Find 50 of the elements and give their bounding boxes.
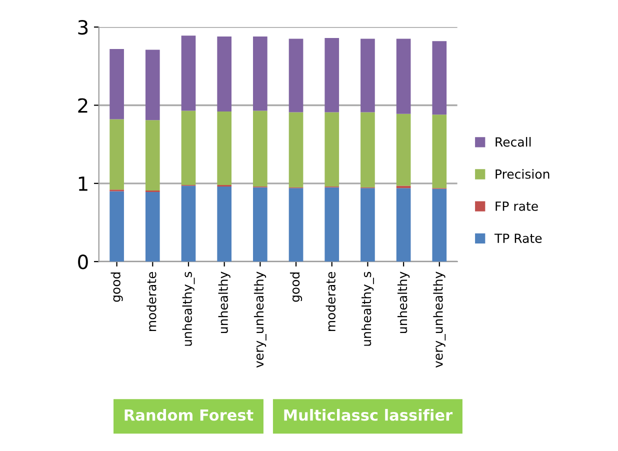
bar	[288, 188, 304, 262]
bar	[432, 188, 447, 262]
x-tick-label: very_unhealthy	[433, 272, 446, 368]
x-tick-label: unhealthy	[218, 272, 230, 334]
x-tick-label: good	[110, 272, 123, 302]
bar	[110, 119, 124, 190]
bar	[181, 36, 196, 111]
bar	[253, 187, 268, 262]
bar	[181, 186, 196, 262]
x-tick-label: moderate	[326, 272, 336, 332]
y-tick-label: 3	[78, 20, 88, 35]
bar	[324, 187, 340, 262]
bar	[110, 48, 124, 120]
bar	[145, 192, 160, 262]
bar	[396, 114, 411, 186]
bar	[360, 38, 375, 112]
bar	[432, 114, 447, 188]
legend-label: Precision	[496, 169, 550, 179]
bar	[253, 110, 268, 187]
bar	[396, 188, 411, 262]
text: Multiclassc lassifier	[284, 408, 453, 421]
text: Random Forest	[124, 408, 254, 421]
bar	[145, 50, 160, 120]
bar	[360, 188, 375, 262]
x-tick-label: moderate	[146, 272, 156, 332]
bar	[432, 41, 447, 115]
y-tick-label: 0	[78, 254, 88, 270]
x-tick-label: unhealthy	[398, 272, 410, 334]
bar	[360, 112, 375, 188]
x-tick-label: unhealthy_s	[361, 272, 374, 346]
bar	[288, 38, 304, 112]
y-tick-label: 1	[78, 176, 88, 191]
bar	[217, 186, 232, 262]
x-tick-label: good	[290, 272, 302, 302]
legend-label: TP Rate	[494, 234, 542, 243]
x-tick-label: unhealthy_s	[182, 272, 195, 346]
bar	[110, 191, 124, 262]
bar	[145, 120, 160, 190]
bar	[217, 36, 232, 112]
bar	[217, 111, 232, 185]
bar	[396, 38, 411, 114]
legend-label: FP rate	[496, 202, 538, 211]
x-tick-label: very_unhealthy	[254, 272, 266, 368]
bar	[181, 110, 196, 185]
bar	[324, 38, 340, 112]
bar	[253, 36, 268, 111]
bar	[288, 112, 304, 188]
y-tick-label: 2	[78, 98, 88, 113]
legend-label: Recall	[496, 137, 531, 147]
bar	[324, 112, 340, 187]
